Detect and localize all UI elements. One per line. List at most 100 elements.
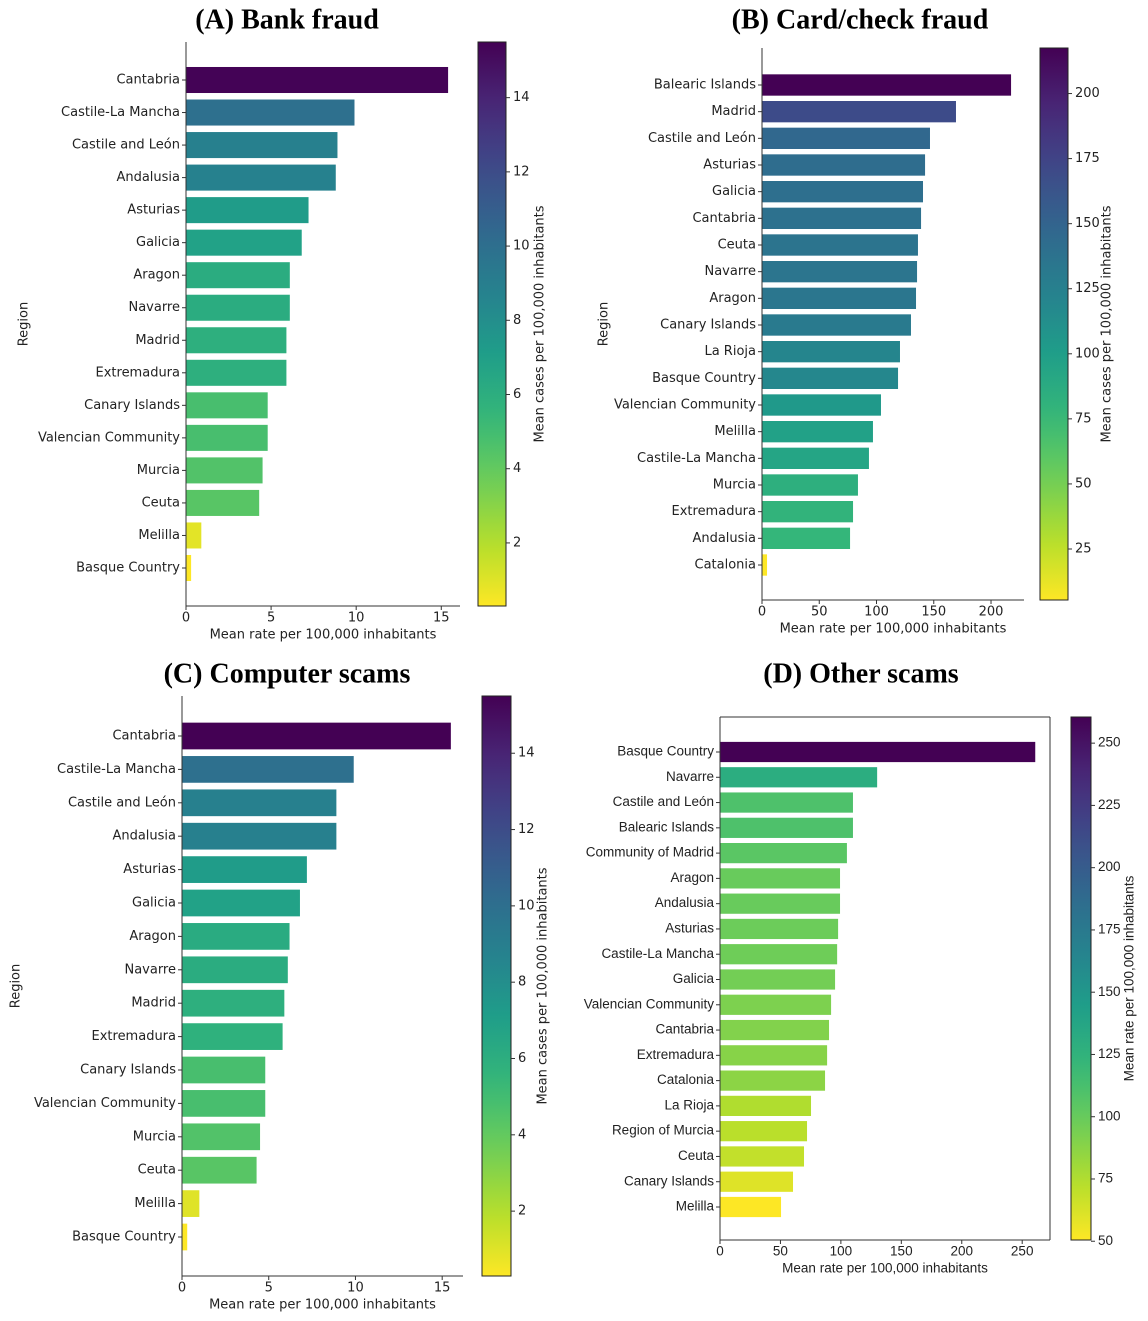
bar [186, 392, 268, 419]
bar [720, 792, 853, 813]
y-tick-label: Cantabria [112, 729, 176, 744]
colorbar-tick-label: 225 [1098, 797, 1121, 812]
x-tick-label: 200 [950, 1244, 973, 1259]
y-tick-label: Community of Madrid [586, 845, 714, 860]
bar [762, 127, 930, 149]
y-axis-label: Region [597, 302, 612, 347]
bar [720, 767, 878, 788]
y-tick-label: Madrid [131, 996, 176, 1011]
colorbar-label: Mean cases per 100,000 inhabitants [533, 205, 548, 442]
x-axis-label: Mean rate per 100,000 inhabitants [210, 628, 437, 643]
x-tick-label: 5 [267, 611, 275, 626]
x-tick-label: 150 [921, 605, 946, 620]
y-tick-label: Madrid [711, 104, 756, 119]
colorbar-tick-label: 12 [518, 822, 535, 837]
chart-title: (D) Other scams [763, 658, 959, 689]
colorbar-tick-label: 6 [518, 1051, 526, 1066]
y-tick-label: Ceuta [142, 495, 180, 510]
x-tick-label: 0 [178, 1281, 186, 1296]
bar [720, 944, 838, 965]
y-tick-label: Canary Islands [80, 1063, 176, 1078]
y-tick-label: Melilla [134, 1196, 176, 1211]
y-tick-label: Ceuta [138, 1163, 176, 1178]
bar [186, 424, 268, 451]
bar [762, 421, 873, 443]
colorbar-tick-label: 175 [1098, 921, 1121, 936]
y-tick-label: Ceuta [718, 238, 756, 253]
bar [186, 294, 290, 321]
bar [182, 1123, 261, 1151]
bar [186, 66, 449, 94]
y-tick-label: Andalusia [112, 829, 176, 844]
colorbar-tick-label: 8 [513, 313, 521, 328]
x-tick-label: 100 [830, 1244, 853, 1259]
y-tick-label: Navarre [704, 264, 756, 279]
bar [186, 554, 192, 582]
bar [182, 722, 451, 750]
bar [762, 501, 854, 523]
y-tick-label: Asturias [665, 921, 714, 936]
colorbar-tick-label: 4 [513, 461, 521, 476]
colorbar-tick-label: 75 [1098, 1171, 1113, 1186]
colorbar-tick-label: 14 [518, 746, 535, 761]
y-tick-label: Castile-La Mancha [61, 105, 180, 120]
bar [186, 359, 287, 386]
y-tick-label: Valencian Community [614, 398, 756, 413]
colorbar-tick-label: 125 [1098, 1046, 1121, 1061]
bar [720, 1045, 828, 1066]
y-tick-label: Andalusia [655, 895, 715, 910]
x-tick-label: 200 [979, 605, 1004, 620]
bar [182, 856, 307, 883]
y-tick-label: Valencian Community [584, 996, 715, 1011]
colorbar-label: Mean cases per 100,000 inhabitants [536, 867, 551, 1104]
bar [762, 554, 768, 576]
colorbar-tick-label: 4 [518, 1127, 526, 1142]
x-tick-label: 5 [265, 1281, 273, 1296]
bar [720, 1019, 830, 1041]
bar [182, 989, 285, 1017]
bar [762, 341, 900, 363]
bar [186, 522, 202, 549]
y-tick-label: Cantabria [692, 211, 756, 226]
bar [182, 756, 354, 783]
y-tick-label: Catalonia [695, 558, 757, 573]
bar [186, 262, 290, 289]
colorbar-tick-label: 200 [1098, 859, 1121, 874]
colorbar-tick-label: 8 [518, 975, 526, 990]
colorbar-tick-label: 6 [513, 387, 521, 402]
colorbar-label: Mean cases per 100,000 inhabitants [1100, 205, 1115, 442]
x-tick-label: 15 [433, 611, 450, 626]
bar [762, 474, 858, 496]
x-tick-label: 50 [811, 605, 828, 620]
x-axis-label: Mean rate per 100,000 inhabitants [782, 1261, 988, 1276]
x-tick-label: 10 [347, 1281, 364, 1296]
y-tick-label: Murcia [713, 478, 756, 493]
bar [186, 229, 302, 256]
bar [720, 969, 836, 990]
y-tick-label: Canary Islands [84, 398, 180, 413]
y-tick-label: Extremadura [96, 365, 181, 380]
bar [720, 1146, 805, 1167]
bar [762, 261, 918, 283]
bar [762, 394, 881, 416]
y-tick-label: Valencian Community [34, 1096, 176, 1111]
y-tick-label: Andalusia [692, 531, 756, 546]
y-tick-label: Navarre [666, 769, 714, 784]
x-tick-label: 15 [434, 1281, 451, 1296]
y-tick-label: Asturias [127, 203, 180, 218]
colorbar-tick-label: 25 [1075, 541, 1092, 556]
bar [720, 1095, 812, 1116]
colorbar-tick-label: 150 [1075, 216, 1100, 231]
y-tick-label: Extremadura [637, 1047, 715, 1062]
y-tick-label: Basque Country [72, 1230, 176, 1245]
colorbar-tick-label: 12 [513, 164, 530, 179]
bar [762, 154, 926, 176]
y-tick-label: Ceuta [678, 1148, 715, 1163]
y-tick-label: Asturias [703, 158, 756, 173]
y-tick-label: Extremadura [672, 504, 757, 519]
y-tick-label: Extremadura [92, 1029, 177, 1044]
bar [182, 1090, 266, 1117]
y-tick-label: Galicia [136, 235, 180, 250]
bar [182, 956, 288, 984]
